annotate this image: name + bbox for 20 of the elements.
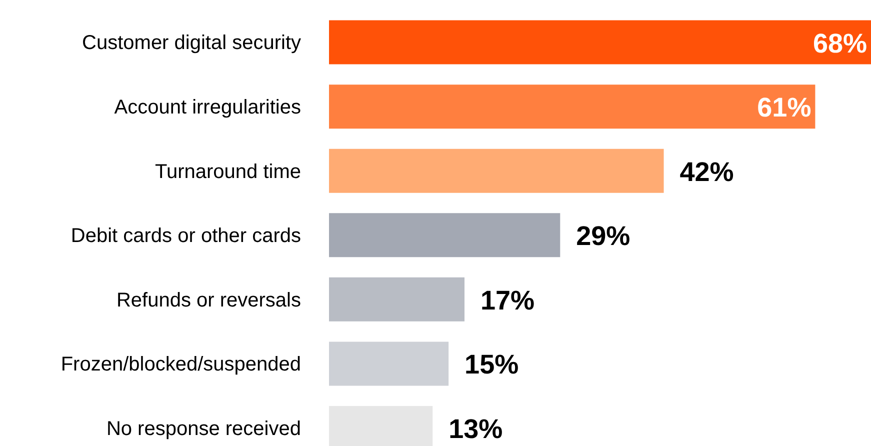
- y-tick-label: Account irregularities: [114, 96, 301, 119]
- data-label: 13%: [448, 414, 503, 444]
- bar: [329, 148, 664, 193]
- bar: [329, 84, 816, 129]
- y-tick-label: Refunds or reversals: [116, 289, 301, 312]
- data-label: 15%: [464, 350, 519, 380]
- data-label: 29%: [576, 221, 630, 252]
- data-label: 42%: [680, 156, 734, 187]
- bar: [329, 342, 449, 386]
- y-tick-label: Frozen/blocked/suspended: [60, 354, 301, 376]
- data-label: 68%: [812, 28, 867, 58]
- y-tick-label: Turnaround time: [155, 160, 301, 183]
- bar: [329, 213, 560, 258]
- y-tick-label: Customer digital security: [82, 32, 301, 54]
- y-tick-label: No response received: [106, 418, 301, 440]
- y-tick-label: Debit cards or other cards: [70, 225, 301, 248]
- data-label: 17%: [480, 285, 535, 316]
- data-label: 61%: [757, 92, 812, 123]
- bar: [329, 277, 464, 322]
- bar: [329, 20, 871, 64]
